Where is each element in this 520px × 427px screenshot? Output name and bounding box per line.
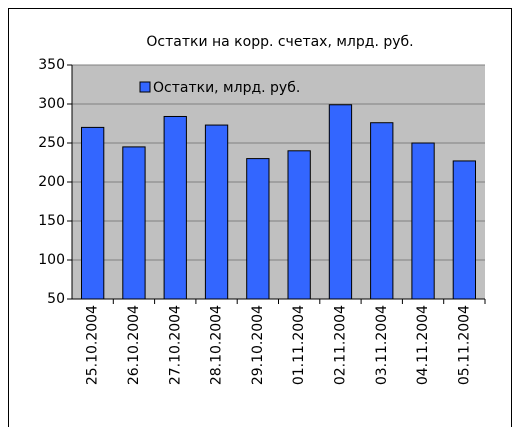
bar	[370, 122, 394, 300]
legend-swatch	[139, 81, 151, 93]
x-tick-label: 29.10.2004	[250, 305, 266, 385]
bar	[80, 126, 105, 300]
x-tick-label: 05.11.2004	[456, 305, 472, 385]
bar	[452, 160, 477, 300]
y-tick-label: 100	[38, 252, 65, 268]
y-tick-label: 50	[47, 291, 65, 307]
bar	[163, 115, 187, 300]
bar	[411, 142, 435, 300]
y-tick-label: 300	[38, 96, 65, 112]
bar	[122, 146, 146, 300]
y-tick-label: 250	[38, 135, 65, 151]
x-tick-label: 28.10.2004	[209, 305, 225, 385]
x-tick-label: 27.10.2004	[167, 305, 183, 385]
y-tick-label: 350	[38, 57, 65, 73]
y-tick-label: 200	[38, 174, 65, 190]
x-tick-label: 01.11.2004	[291, 305, 307, 385]
bar	[204, 124, 229, 300]
x-tick-label: 25.10.2004	[85, 305, 101, 385]
x-tick-label: 02.11.2004	[332, 305, 348, 385]
bar	[287, 150, 311, 300]
chart-title: Остатки на корр. счетах, млрд. руб.	[146, 34, 413, 50]
y-tick-label: 150	[38, 213, 65, 229]
legend-label: Остатки, млрд. руб.	[153, 80, 300, 96]
bar	[328, 104, 353, 300]
x-tick-label: 03.11.2004	[374, 305, 390, 385]
x-tick-label: 26.10.2004	[126, 305, 142, 385]
bar	[246, 158, 270, 300]
x-tick-label: 04.11.2004	[415, 305, 431, 385]
